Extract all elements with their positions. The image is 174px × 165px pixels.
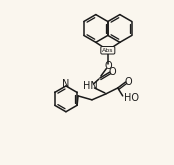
- Text: O: O: [104, 61, 112, 71]
- Text: O: O: [109, 67, 117, 77]
- Text: O: O: [125, 77, 132, 87]
- Text: HO: HO: [124, 93, 139, 103]
- Text: N: N: [62, 79, 70, 89]
- Text: Abs: Abs: [102, 48, 114, 53]
- Text: HN: HN: [83, 81, 97, 91]
